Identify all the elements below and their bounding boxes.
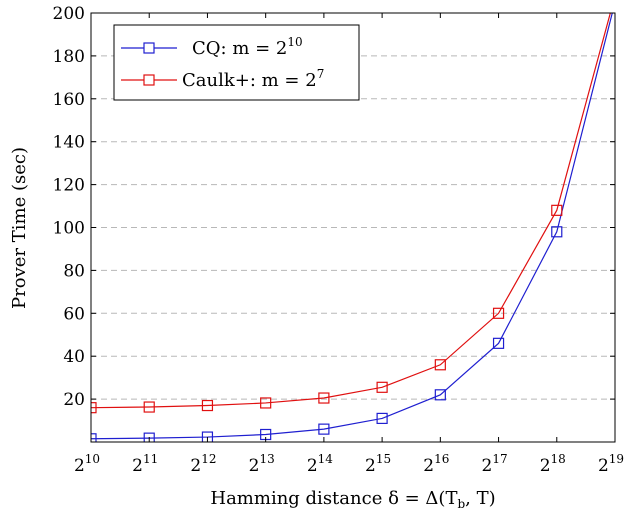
legend-label: Caulk+: m = 27 — [182, 67, 324, 91]
y-tick-label: 40 — [63, 347, 85, 367]
series-line — [91, 13, 613, 440]
data-point — [318, 423, 330, 435]
x-tick-label: 219 — [598, 452, 624, 476]
series-0 — [91, 0, 620, 442]
x-axis-label-main: Hamming distance δ = Δ(T — [210, 488, 457, 509]
data-point — [260, 397, 272, 409]
y-tick-label: 160 — [53, 90, 85, 110]
data-point — [91, 402, 97, 414]
grid-lines — [91, 55, 615, 400]
series-1 — [91, 0, 620, 414]
legend: CQ: m = 210 Caulk+: m = 27 — [113, 24, 360, 101]
data-point — [143, 401, 155, 413]
y-tick-label: 200 — [53, 4, 85, 24]
legend-marker — [143, 74, 155, 86]
y-tick-label: 80 — [63, 261, 85, 281]
x-axis-label-subscript: b — [457, 497, 465, 511]
data-point — [492, 337, 505, 349]
x-tick-label: 214 — [307, 452, 333, 476]
legend-label: CQ: m = 210 — [192, 35, 303, 59]
y-tick-label: 180 — [53, 47, 85, 67]
legend-box — [113, 24, 360, 101]
x-tick-label: 217 — [482, 452, 508, 476]
y-tick-label: 60 — [63, 304, 85, 324]
data-point — [376, 412, 388, 425]
x-tick-label: 211 — [132, 452, 158, 476]
data-point — [551, 226, 563, 238]
x-tick-label: 218 — [540, 452, 566, 476]
data-point — [610, 0, 620, 7]
data-point — [91, 433, 97, 442]
data-point — [492, 307, 505, 319]
data-point — [201, 399, 214, 412]
series-layer — [91, 0, 620, 442]
x-axis-ticks: 210 211 212 213 214 215 216 217 218 219 — [74, 13, 624, 476]
data-point — [434, 389, 446, 401]
x-tick-label: 216 — [423, 452, 449, 476]
series-line — [91, 13, 611, 409]
x-tick-label: 210 — [74, 452, 100, 476]
y-axis-ticks: 20 40 60 80 100 120 140 160 180 200 — [53, 4, 615, 410]
y-tick-label: 140 — [53, 133, 85, 153]
x-axis-label: Hamming distance δ = Δ(Tb, T) — [210, 488, 495, 511]
data-point — [318, 392, 330, 404]
y-axis-label: Prover Time (sec) — [9, 147, 30, 309]
x-tick-label: 215 — [365, 452, 391, 476]
data-point — [376, 381, 388, 393]
data-point — [434, 359, 446, 371]
x-tick-label: 213 — [249, 452, 275, 476]
x-tick-label: 212 — [190, 452, 216, 476]
data-point — [610, 0, 620, 1]
data-point — [143, 432, 155, 442]
legend-marker — [143, 42, 155, 54]
x-axis-label-end: , T) — [465, 488, 495, 509]
data-point — [551, 204, 563, 216]
y-tick-label: 20 — [63, 390, 85, 410]
y-tick-label: 100 — [53, 219, 85, 239]
y-tick-label: 120 — [53, 176, 85, 196]
data-point — [201, 431, 214, 442]
